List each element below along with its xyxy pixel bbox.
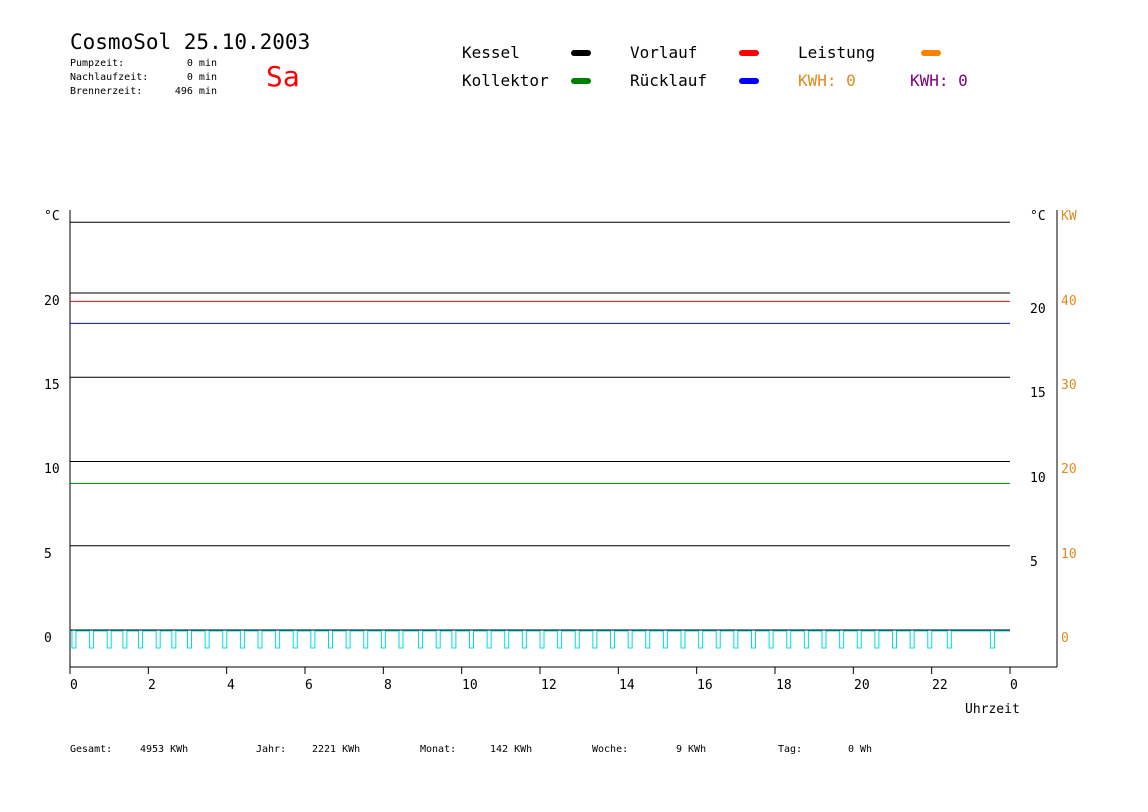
kw-tick: 10	[1061, 547, 1077, 562]
legend-label-vorlauf: Vorlauf	[630, 43, 698, 62]
y-left-tick: 15	[44, 378, 60, 393]
footer-value-woche: 9 KWh	[676, 744, 707, 755]
kw-tick: 30	[1061, 378, 1077, 393]
legend-swatch-kessel	[571, 50, 591, 56]
x-axis-label: Uhrzeit	[965, 702, 1020, 717]
x-tick: 22	[932, 678, 948, 693]
footer-label-gesamt: Gesamt:	[70, 744, 113, 755]
burner-pulse-line	[70, 630, 1010, 649]
x-tick: 4	[227, 678, 235, 693]
legend-label-kessel: Kessel	[462, 43, 520, 62]
x-tick: 10	[462, 678, 478, 693]
footer-label-monat: Monat:	[420, 744, 457, 755]
x-tick: 6	[305, 678, 313, 693]
footer-label-woche: Woche:	[592, 744, 629, 755]
y-left-tick: 0	[44, 631, 52, 646]
stat-label-brennerzeit: Brennerzeit:	[70, 86, 143, 97]
right-axis-unit-kw: KW	[1061, 209, 1077, 224]
x-tick: 0	[70, 678, 78, 693]
legend-swatch-leistung	[921, 50, 941, 56]
y-left-tick: 10	[44, 462, 60, 477]
y-right-tick: 15	[1030, 386, 1046, 401]
x-tick: 0	[1010, 678, 1018, 693]
kw-tick: 20	[1061, 462, 1077, 477]
legend-label-ruecklauf: Rücklauf	[630, 71, 708, 90]
y-right-tick: 5	[1030, 555, 1038, 570]
legend-swatch-kollektor	[571, 78, 591, 84]
x-tick: 16	[697, 678, 713, 693]
x-tick: 2	[148, 678, 156, 693]
x-tick: 20	[854, 678, 870, 693]
kw-tick: 40	[1061, 294, 1077, 309]
footer-value-gesamt: 4953 KWh	[140, 744, 189, 755]
right-axis-unit-celsius: °C	[1030, 209, 1046, 224]
y-left-tick: 5	[44, 547, 52, 562]
stat-value-nachlaufzeit: 0 min	[186, 72, 217, 83]
page-title: CosmoSol 25.10.2003	[70, 30, 311, 54]
x-tick: 18	[776, 678, 792, 693]
stat-label-pumpzeit: Pumpzeit:	[70, 58, 125, 69]
footer-value-tag: 0 Wh	[848, 744, 873, 755]
legend-label-leistung: Leistung	[798, 43, 876, 62]
footer-label-jahr: Jahr:	[256, 744, 287, 755]
legend-label-kollektor: Kollektor	[462, 71, 549, 90]
stat-value-pumpzeit: 0 min	[186, 58, 217, 69]
x-tick: 12	[541, 678, 557, 693]
x-tick: 8	[384, 678, 392, 693]
y-right-tick: 10	[1030, 471, 1046, 486]
y-right-tick: 20	[1030, 302, 1046, 317]
legend-swatch-ruecklauf	[739, 78, 759, 84]
stat-value-brennerzeit: 496 min	[174, 86, 217, 97]
kw-tick: 0	[1061, 631, 1069, 646]
left-axis-unit: °C	[44, 209, 60, 224]
weekday-label: Sa	[266, 60, 300, 93]
kwh-total-purple: KWH: 0	[910, 71, 968, 90]
legend-swatch-vorlauf	[739, 50, 759, 56]
kwh-total-orange: KWH: 0	[798, 71, 856, 90]
footer-value-jahr: 2221 KWh	[312, 744, 361, 755]
y-left-tick: 20	[44, 294, 60, 309]
stat-label-nachlaufzeit: Nachlaufzeit:	[70, 72, 149, 83]
footer-value-monat: 142 KWh	[490, 744, 533, 755]
x-tick: 14	[619, 678, 635, 693]
footer-label-tag: Tag:	[778, 744, 803, 755]
